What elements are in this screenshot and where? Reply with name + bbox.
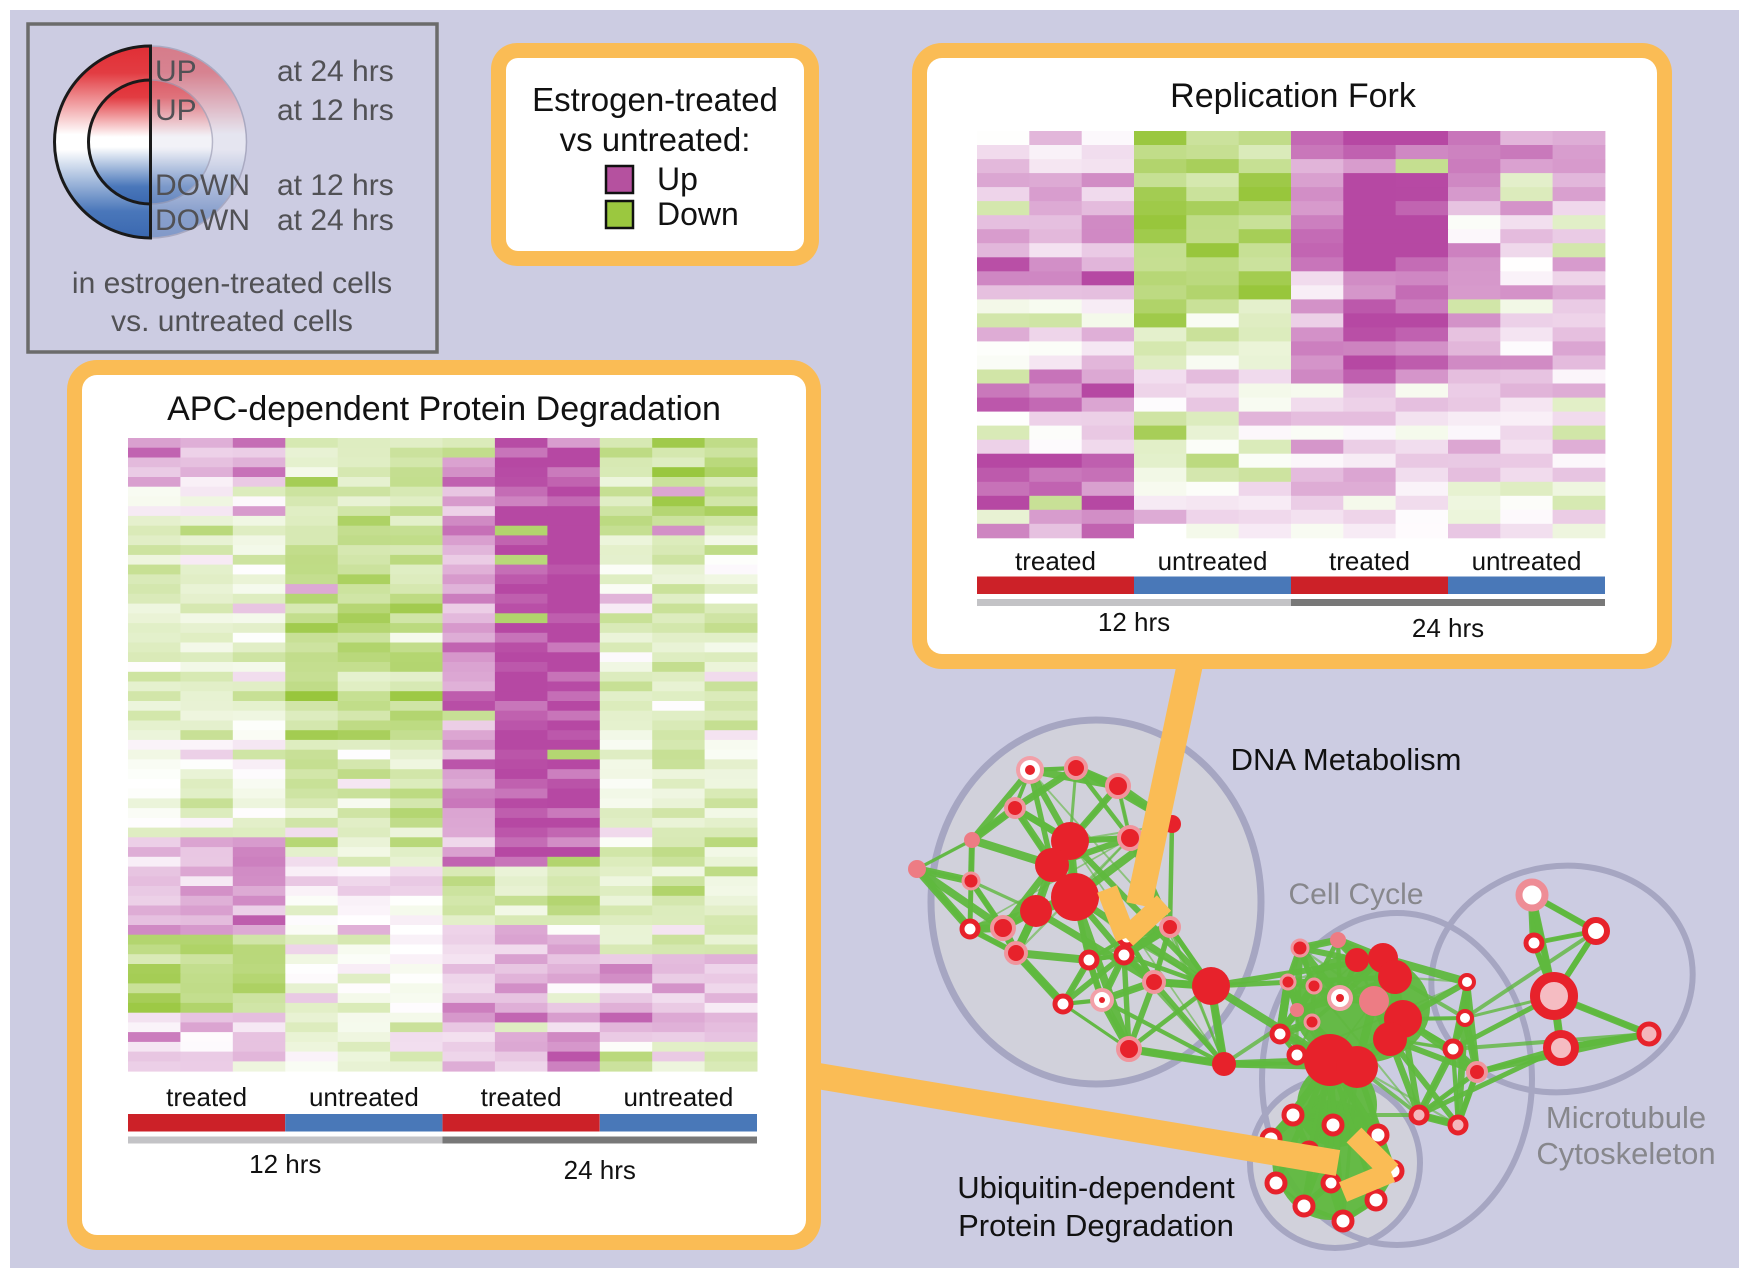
svg-text:Down: Down bbox=[657, 196, 739, 232]
svg-text:Cytoskeleton: Cytoskeleton bbox=[1536, 1136, 1715, 1171]
svg-text:untreated: untreated bbox=[623, 1082, 733, 1112]
svg-text:APC-dependent Protein Degradat: APC-dependent Protein Degradation bbox=[167, 390, 721, 428]
svg-text:DOWN: DOWN bbox=[155, 204, 250, 237]
svg-text:at 24 hrs: at 24 hrs bbox=[277, 204, 394, 237]
svg-text:Protein Degradation: Protein Degradation bbox=[958, 1208, 1234, 1243]
svg-text:at 12 hrs: at 12 hrs bbox=[277, 169, 394, 202]
svg-text:Up: Up bbox=[657, 161, 698, 197]
svg-text:treated: treated bbox=[1329, 546, 1410, 576]
svg-text:Cell Cycle: Cell Cycle bbox=[1288, 878, 1423, 911]
svg-text:at 12 hrs: at 12 hrs bbox=[277, 94, 394, 127]
svg-text:treated: treated bbox=[1015, 546, 1096, 576]
svg-text:treated: treated bbox=[481, 1082, 562, 1112]
svg-text:vs untreated:: vs untreated: bbox=[560, 121, 751, 158]
svg-text:treated: treated bbox=[166, 1082, 247, 1112]
svg-text:vs. untreated cells: vs. untreated cells bbox=[111, 305, 353, 338]
svg-text:Ubiquitin-dependent: Ubiquitin-dependent bbox=[957, 1170, 1235, 1205]
svg-text:untreated: untreated bbox=[309, 1082, 419, 1112]
svg-text:Estrogen-treated: Estrogen-treated bbox=[532, 81, 778, 118]
svg-text:24 hrs: 24 hrs bbox=[564, 1155, 636, 1185]
svg-text:UP: UP bbox=[155, 55, 197, 88]
svg-text:24 hrs: 24 hrs bbox=[1412, 613, 1484, 643]
svg-text:DNA Metabolism: DNA Metabolism bbox=[1231, 742, 1462, 777]
svg-text:Microtubule: Microtubule bbox=[1546, 1100, 1706, 1135]
svg-text:in estrogen-treated cells: in estrogen-treated cells bbox=[72, 267, 392, 300]
svg-text:12 hrs: 12 hrs bbox=[1098, 607, 1170, 637]
svg-text:DOWN: DOWN bbox=[155, 169, 250, 202]
svg-text:at 24 hrs: at 24 hrs bbox=[277, 55, 394, 88]
svg-text:12 hrs: 12 hrs bbox=[249, 1149, 321, 1179]
svg-text:untreated: untreated bbox=[1472, 546, 1582, 576]
svg-text:UP: UP bbox=[155, 94, 197, 127]
svg-text:Replication Fork: Replication Fork bbox=[1170, 77, 1417, 115]
svg-text:untreated: untreated bbox=[1158, 546, 1268, 576]
